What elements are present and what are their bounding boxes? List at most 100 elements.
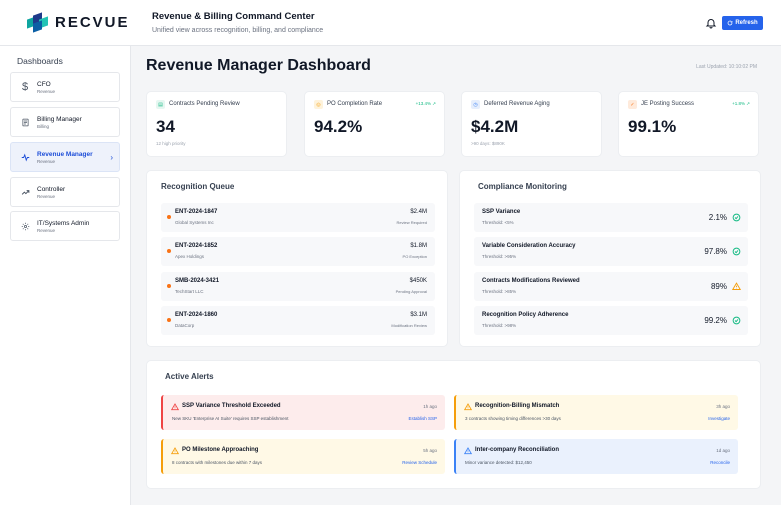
sidebar-item-sub: Revenue [37, 158, 56, 164]
trend-icon [18, 188, 32, 197]
check-circle-icon [732, 247, 741, 256]
compliance-row[interactable]: Variable Consideration Accuracy Threshol… [474, 237, 748, 266]
refresh-button[interactable]: Refresh [722, 16, 763, 30]
alert-description: 8 contracts with milestones due within 7… [172, 460, 263, 465]
last-updated: Last Updated: 10:10:02 PM [696, 64, 757, 70]
compliance-title: Compliance Monitoring [478, 182, 567, 191]
metric-threshold: Threshold: >98% [482, 323, 517, 328]
kpi-note: 12 high priority [156, 141, 186, 146]
sidebar-item-controller[interactable]: Controller Revenue [10, 177, 120, 207]
priority-dot [167, 215, 171, 219]
kpi-label: PO Completion Rate [327, 101, 383, 107]
sidebar-title: Dashboards [17, 56, 63, 66]
contract-status: Modification Review [391, 323, 427, 328]
compliance-row[interactable]: Contracts Modifications Reviewed Thresho… [474, 272, 748, 301]
refresh-icon [727, 20, 733, 26]
logo[interactable]: RECVUE [27, 12, 130, 33]
compliance-row[interactable]: SSP Variance Threshold: <5% 2.1% [474, 203, 748, 232]
alert-warning[interactable]: Recognition-Billing Mismatch 3h ago 3 co… [454, 395, 738, 430]
kpi-value: 34 [156, 117, 175, 136]
metric-threshold: Threshold: >85% [482, 289, 517, 294]
kpi-card-contracts-pending[interactable]: ▤ Contracts Pending Review 34 12 high pr… [146, 91, 287, 157]
chevron-right-icon: › [110, 153, 113, 162]
queue-row[interactable]: ENT-2024-1860 DataCorp $3.1M Modificatio… [161, 306, 435, 335]
check-icon: ✓ [628, 100, 637, 109]
sidebar-item-sub: Revenue [37, 193, 56, 199]
alert-time: 3h ago [716, 404, 730, 409]
metric-value: 89% [710, 282, 727, 291]
contract-id: ENT-2024-1847 [175, 209, 218, 215]
sidebar-item-sub: Revenue [37, 88, 56, 94]
contract-id: ENT-2024-1860 [175, 312, 218, 318]
alert-critical[interactable]: SSP Variance Threshold Exceeded 1h ago N… [161, 395, 445, 430]
dollar-icon: $ [21, 81, 29, 93]
sidebar-item-sub: Billing [37, 123, 50, 129]
sidebar-item-cfo[interactable]: $ CFO Revenue [10, 72, 120, 102]
active-alerts-panel: Active Alerts SSP Variance Threshold Exc… [146, 360, 761, 489]
recognition-queue-panel: Recognition Queue ENT-2024-1847 Global S… [146, 170, 448, 347]
top-bar: RECVUE Revenue & Billing Command Center … [0, 0, 781, 46]
kpi-card-je-posting[interactable]: ✓ JE Posting Success +1.8% ↗ 99.1% [618, 91, 759, 157]
sidebar-item-billing-manager[interactable]: Billing Manager Billing [10, 107, 120, 137]
kpi-delta: +1.8% ↗ [732, 101, 750, 106]
bell-icon[interactable] [705, 17, 717, 29]
contract-amount: $1.8M [410, 243, 427, 249]
app-title: Revenue & Billing Command Center [152, 11, 315, 22]
alert-title: Recognition-Billing Mismatch [475, 403, 560, 409]
contract-id: SMB-2024-3421 [175, 278, 220, 284]
sidebar-item-label: Billing Manager [37, 115, 82, 123]
activity-icon [18, 152, 32, 162]
queue-row[interactable]: ENT-2024-1852 Apex Holdings $1.8M PO Exc… [161, 237, 435, 266]
alert-title: Inter-company Reconciliation [475, 447, 560, 453]
active-alerts-title: Active Alerts [165, 372, 214, 381]
metric-threshold: Threshold: >95% [482, 254, 517, 259]
contract-amount: $450K [409, 278, 427, 284]
sidebar-item-revenue-manager[interactable]: Revenue Manager Revenue › [10, 142, 120, 172]
queue-row[interactable]: SMB-2024-3421 TechStart LLC $450K Pendin… [161, 272, 435, 301]
warning-icon [171, 403, 179, 411]
gear-icon [18, 222, 32, 231]
kpi-note: >90 days: $890K [471, 141, 505, 146]
sidebar-item-label: IT/Systems Admin [37, 219, 90, 227]
recognition-queue-title: Recognition Queue [161, 182, 235, 191]
metric-name: SSP Variance [482, 209, 521, 215]
clock-icon: ◷ [471, 100, 480, 109]
sidebar-item-sub: Revenue [37, 227, 56, 233]
alert-info[interactable]: Inter-company Reconciliation 1d ago Mino… [454, 439, 738, 474]
alert-description: 3 contracts showing timing differences >… [465, 416, 561, 421]
alert-action-link[interactable]: Review Schedule [402, 460, 437, 465]
alert-description: New SKU 'Enterprise AI Suite' requires S… [172, 416, 289, 421]
kpi-card-po-completion[interactable]: ◎ PO Completion Rate +13.4% ↗ 94.2% [304, 91, 445, 157]
metric-name: Contracts Modifications Reviewed [482, 278, 580, 284]
logo-mark-icon [27, 12, 49, 33]
kpi-value: $4.2M [471, 117, 519, 136]
page-title: Revenue Manager Dashboard [146, 57, 371, 74]
metric-name: Variable Consideration Accuracy [482, 243, 576, 249]
refresh-label: Refresh [735, 20, 758, 26]
kpi-label: Contracts Pending Review [169, 101, 240, 107]
alert-action-link[interactable]: Establish SSP [408, 416, 437, 421]
alert-action-link[interactable]: Investigate [708, 416, 730, 421]
priority-dot [167, 318, 171, 322]
document-icon [18, 118, 32, 127]
queue-row[interactable]: ENT-2024-1847 Global Systems Inc $2.4M R… [161, 203, 435, 232]
warning-icon [464, 447, 472, 455]
alert-action-link[interactable]: Reconcile [710, 460, 730, 465]
contract-amount: $3.1M [410, 312, 427, 318]
kpi-value: 94.2% [314, 117, 363, 136]
sidebar-item-label: CFO [37, 80, 51, 88]
priority-dot [167, 249, 171, 253]
company-name: Apex Holdings [175, 254, 205, 259]
sidebar-item-it-systems-admin[interactable]: IT/Systems Admin Revenue [10, 211, 120, 241]
alert-warning[interactable]: PO Milestone Approaching 5h ago 8 contra… [161, 439, 445, 474]
alert-time: 5h ago [423, 448, 437, 453]
metric-value: 97.8% [704, 247, 727, 256]
contract-status: PO Exception [402, 254, 427, 259]
metric-threshold: Threshold: <5% [482, 220, 514, 225]
company-name: Global Systems Inc [175, 220, 214, 225]
alert-title: PO Milestone Approaching [182, 447, 259, 453]
kpi-card-deferred-revenue[interactable]: ◷ Deferred Revenue Aging $4.2M >90 days:… [461, 91, 602, 157]
compliance-monitoring-panel: Compliance Monitoring SSP Variance Thres… [459, 170, 761, 347]
contract-id: ENT-2024-1852 [175, 243, 218, 249]
compliance-row[interactable]: Recognition Policy Adherence Threshold: … [474, 306, 748, 335]
